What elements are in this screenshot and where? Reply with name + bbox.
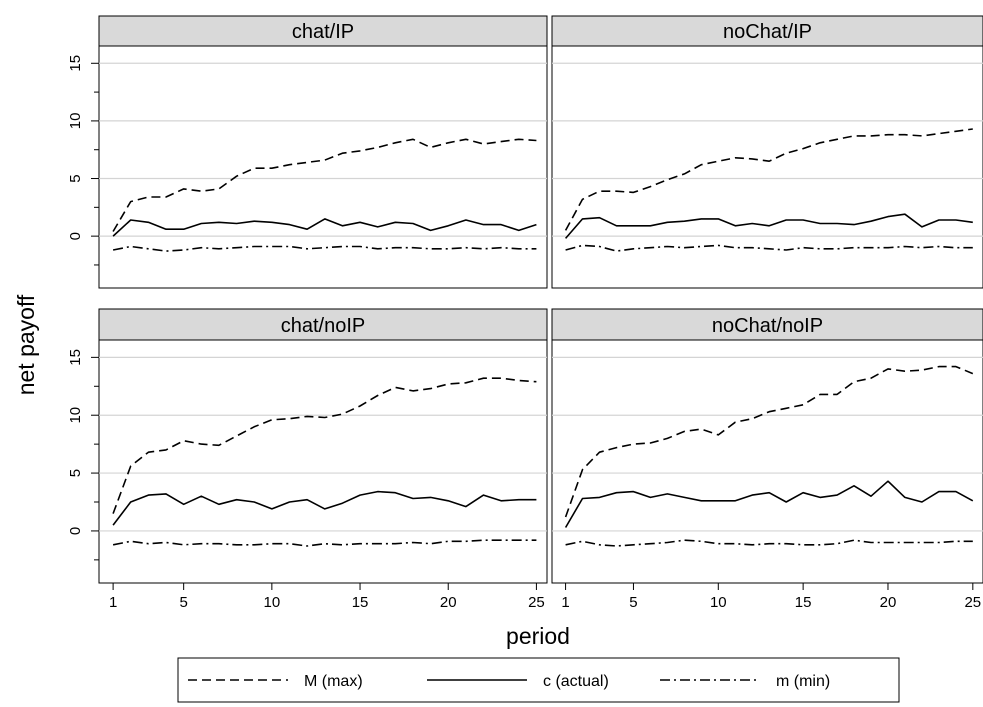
series-line-M [112,377,537,514]
x-tick-label: 5 [179,594,187,611]
legend-box [177,657,900,703]
x-tick-label: 10 [264,594,281,611]
x-tick-label: 5 [629,594,637,611]
series-line-M [564,365,974,518]
panel: chat/IP 0 5 10 15 [67,15,548,289]
series-line-m [565,539,973,547]
x-tick-label: 20 [440,594,457,611]
y-tick-label: 15 [67,349,84,366]
legend-label: c (actual) [543,673,609,690]
plot-area [551,45,983,289]
panel-title: chat/noIP [281,315,366,337]
panel-strip [98,15,548,47]
plot-area [98,45,548,289]
panel-strip [551,15,983,47]
y-tick-label: 10 [67,113,84,130]
y-tick-label: 0 [67,527,84,535]
x-tick-label: 15 [352,594,369,611]
series-line-m [112,245,537,252]
plot-area [551,339,983,584]
y-axis-title: net payoff [13,294,39,395]
y-tick-label: 10 [67,407,84,424]
y-tick-label: 5 [67,469,84,477]
series-line-M [112,138,537,232]
series-line-m [112,539,537,547]
x-tick-label: 25 [528,594,545,611]
series-line-c [112,218,537,237]
series-line-M [564,128,973,231]
x-axis-title: period [506,623,570,649]
panel-title: noChat/IP [723,21,812,43]
x-tick-label: 10 [710,594,727,611]
y-tick-label: 0 [67,232,84,240]
legend: M (max) c (actual) m (min) [177,657,900,703]
x-tick-label: 1 [561,594,569,611]
x-tick-label: 25 [964,594,981,611]
panel-title: noChat/noIP [712,315,823,337]
y-tick-label: 15 [67,55,84,72]
series-line-c [564,480,974,528]
x-tick-label: 15 [795,594,812,611]
panel: noChat/IP [551,15,983,289]
legend-label: m (min) [776,673,830,690]
panel-title: chat/IP [292,21,354,43]
y-tick-label: 5 [67,174,84,182]
legend-label: M (max) [304,673,363,690]
series-line-c [564,213,973,239]
plot-area [98,339,548,584]
axes: period net payoff [13,294,570,649]
x-tick-label: 1 [109,594,117,611]
series-line-c [112,490,537,526]
series-line-m [565,244,973,252]
x-tick-label: 20 [880,594,897,611]
